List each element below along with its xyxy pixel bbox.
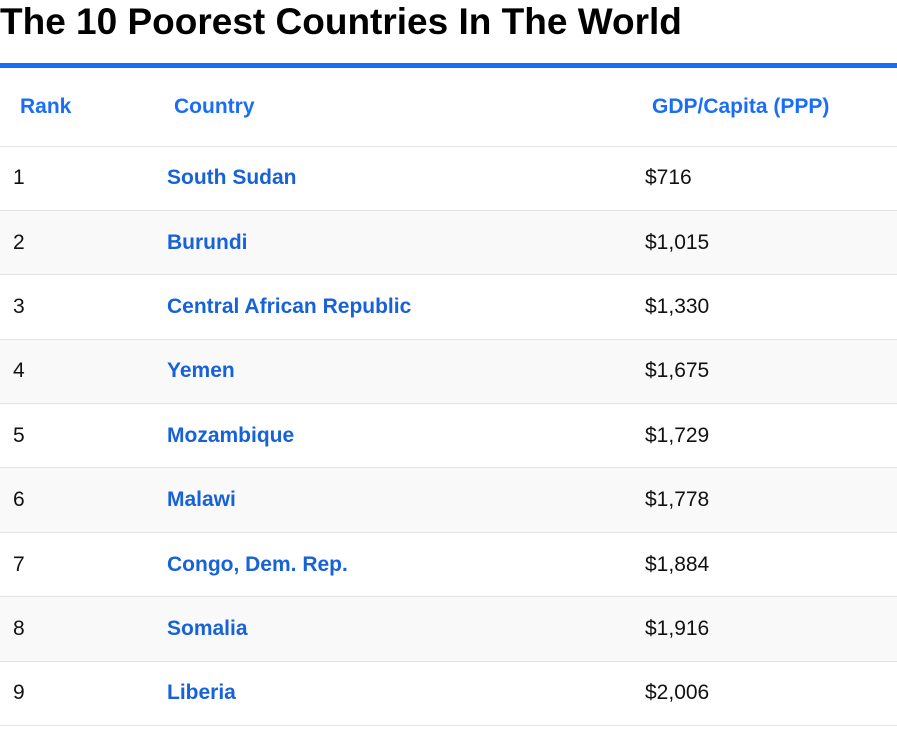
rank-cell: 3: [0, 274, 167, 340]
gdp-cell: $1,675: [645, 339, 897, 405]
title-divider: [0, 63, 897, 68]
table-header: Rank Country GDP/Capita (PPP): [0, 68, 897, 147]
table-row: 5 Mozambique $1,729: [0, 403, 897, 469]
table-row: 8 Somalia $1,916: [0, 596, 897, 662]
table-row: 6 Malawi $1,778: [0, 467, 897, 533]
rank-cell: 4: [0, 339, 167, 405]
column-header-country[interactable]: Country: [167, 68, 645, 147]
page-title: The 10 Poorest Countries In The World: [0, 1, 682, 42]
country-link[interactable]: Central African Republic: [167, 294, 412, 318]
country-link[interactable]: South Sudan: [167, 166, 297, 190]
gdp-cell: $1,884: [645, 532, 897, 598]
country-cell: Yemen: [167, 339, 645, 405]
country-cell: Central African Republic: [167, 274, 645, 340]
country-cell: Malawi: [167, 467, 645, 533]
country-link[interactable]: Yemen: [167, 359, 235, 383]
gdp-cell: $1,015: [645, 210, 897, 276]
table-row: 4 Yemen $1,675: [0, 339, 897, 405]
table-header-row: Rank Country GDP/Capita (PPP): [0, 68, 897, 147]
table-row: 3 Central African Republic $1,330: [0, 274, 897, 340]
table-row: 2 Burundi $1,015: [0, 210, 897, 276]
country-cell: Somalia: [167, 596, 645, 662]
rank-cell: 8: [0, 596, 167, 662]
country-cell: Mozambique: [167, 403, 645, 469]
gdp-cell: $1,330: [645, 274, 897, 340]
gdp-cell: $1,778: [645, 467, 897, 533]
country-cell: South Sudan: [167, 146, 645, 211]
ranking-table: Rank Country GDP/Capita (PPP) 1 South Su…: [0, 68, 897, 727]
country-link[interactable]: Malawi: [167, 488, 236, 512]
column-header-rank[interactable]: Rank: [0, 68, 167, 147]
table-row: 1 South Sudan $716: [0, 146, 897, 211]
table-body: 1 South Sudan $716 2 Burundi $1,015 3 Ce…: [0, 146, 897, 727]
country-link[interactable]: Liberia: [167, 681, 236, 705]
rank-cell: 6: [0, 467, 167, 533]
rank-cell: 2: [0, 210, 167, 276]
column-header-gdp[interactable]: GDP/Capita (PPP): [645, 68, 897, 147]
gdp-cell: $2,006: [645, 661, 897, 727]
country-cell: Congo, Dem. Rep.: [167, 532, 645, 598]
gdp-cell: $1,916: [645, 596, 897, 662]
gdp-cell: $716: [645, 146, 897, 211]
country-link[interactable]: Mozambique: [167, 423, 295, 447]
rank-cell: 9: [0, 661, 167, 727]
rank-cell: 1: [0, 146, 167, 211]
rank-cell: 5: [0, 403, 167, 469]
gdp-cell: $1,729: [645, 403, 897, 469]
table-row: 7 Congo, Dem. Rep. $1,884: [0, 532, 897, 598]
country-link[interactable]: Somalia: [167, 616, 248, 640]
ranking-table-container: Rank Country GDP/Capita (PPP) 1 South Su…: [0, 68, 897, 727]
country-cell: Burundi: [167, 210, 645, 276]
country-link[interactable]: Burundi: [167, 230, 248, 254]
country-link[interactable]: Congo, Dem. Rep.: [167, 552, 348, 576]
table-row: 9 Liberia $2,006: [0, 661, 897, 727]
country-cell: Liberia: [167, 661, 645, 727]
rank-cell: 7: [0, 532, 167, 598]
